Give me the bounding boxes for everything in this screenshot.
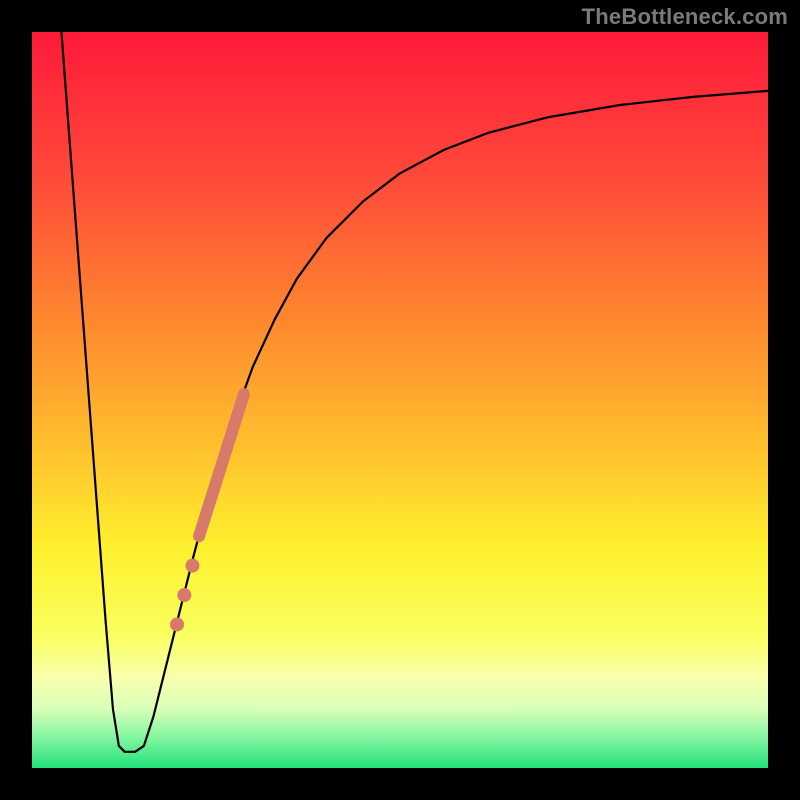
frame-right	[768, 0, 800, 800]
frame-left	[0, 0, 32, 800]
bottleneck-chart	[0, 0, 800, 800]
watermark-text: TheBottleneck.com	[582, 4, 788, 30]
plot-background	[32, 32, 768, 768]
chart-root: TheBottleneck.com	[0, 0, 800, 800]
frame-bottom	[0, 768, 800, 800]
marker-dot	[177, 588, 191, 602]
marker-dot	[170, 617, 184, 631]
marker-dot	[185, 559, 199, 573]
